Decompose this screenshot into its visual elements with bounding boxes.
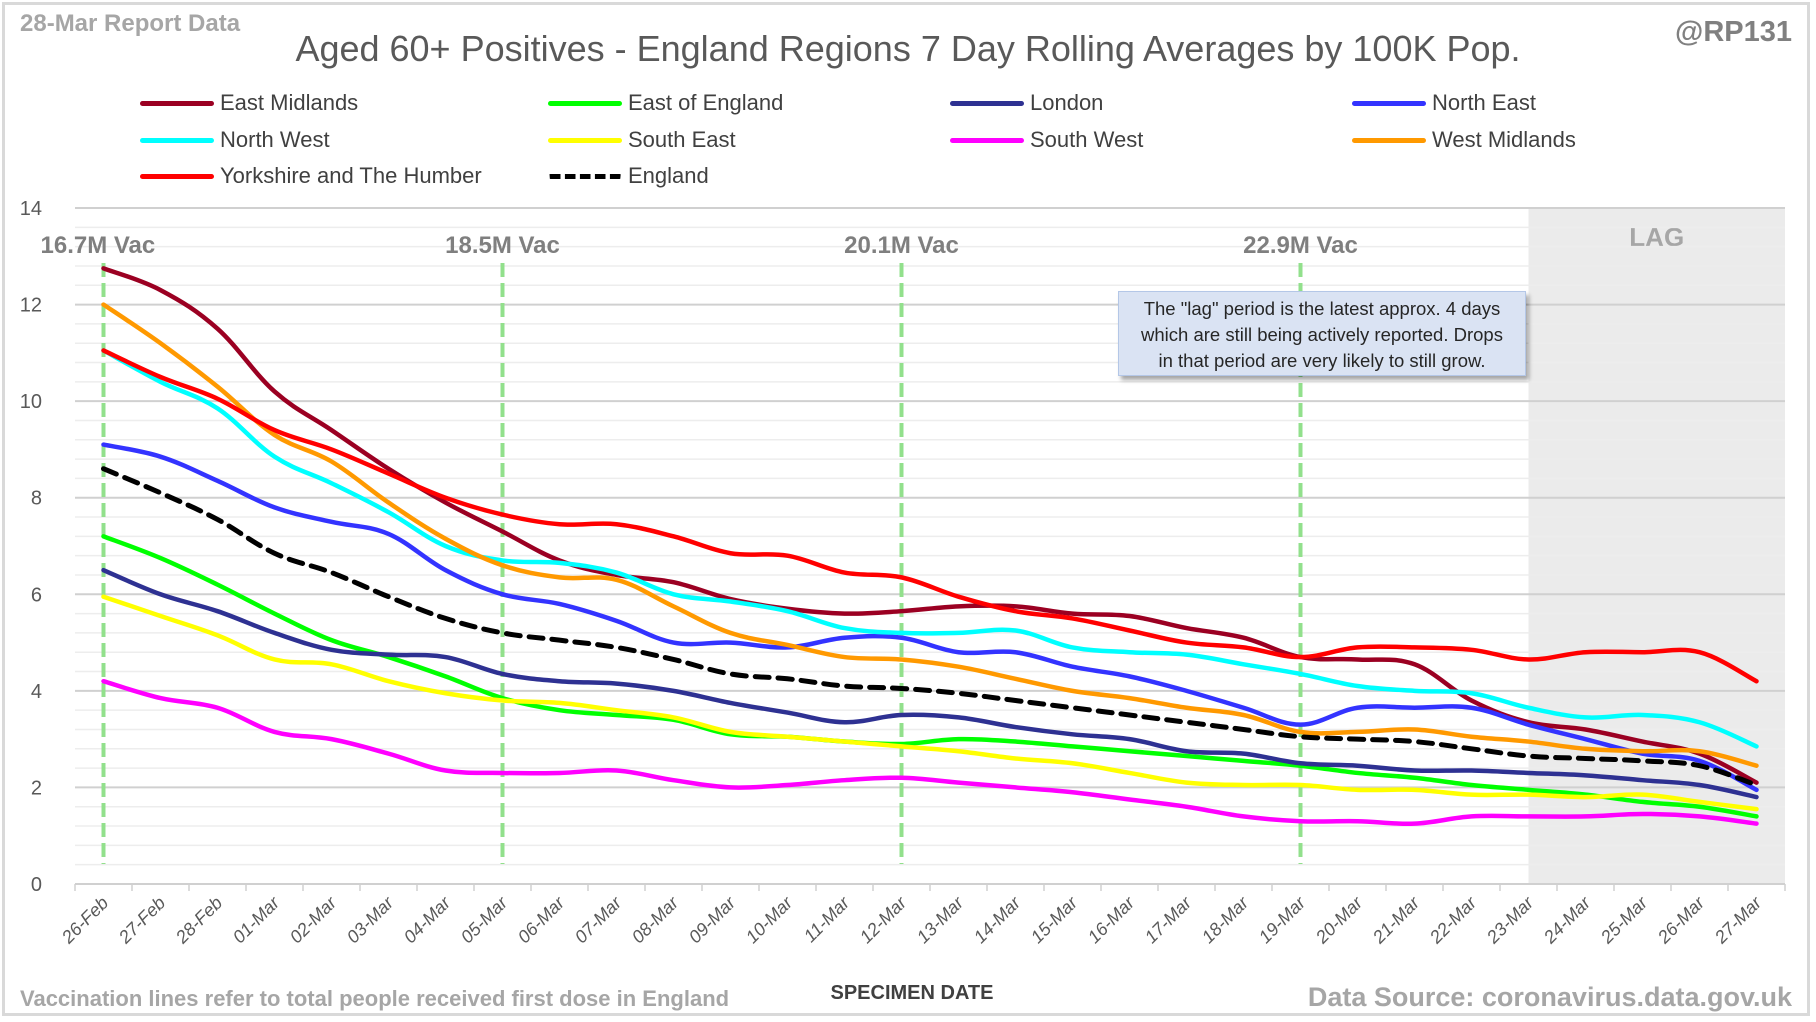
- legend-swatch: [548, 137, 622, 143]
- legend-label: South East: [628, 127, 736, 152]
- x-tick-label: 02-Mar: [286, 892, 341, 947]
- x-tick-label: 26-Mar: [1653, 892, 1709, 948]
- y-tick-label: 6: [31, 584, 42, 606]
- vaccination-label: 18.5M Vac: [445, 232, 560, 259]
- vaccination-label: 16.7M Vac: [41, 232, 156, 259]
- lag-region-layer: LAG: [1528, 208, 1785, 884]
- annotation-line: in that period are very likely to still …: [1158, 350, 1486, 371]
- legend-label: South West: [1030, 127, 1144, 152]
- x-tick-label: 09-Mar: [685, 892, 740, 947]
- x-tick-label: 04-Mar: [400, 892, 455, 947]
- series-line-yorkshire-and-the-humber: [101, 348, 1759, 684]
- legend-item: East Midlands: [140, 90, 358, 116]
- legend-label: London: [1030, 90, 1104, 115]
- legend-label: East Midlands: [220, 90, 359, 115]
- series-line-england: [101, 466, 1759, 788]
- legend-item: North West: [140, 127, 330, 153]
- series-layer: [101, 266, 1759, 827]
- legend-swatch: [548, 173, 622, 179]
- legend-item: South West: [950, 127, 1143, 153]
- legend-swatch: [140, 100, 214, 106]
- legend-label: East of England: [628, 90, 784, 115]
- x-tick-label: 10-Mar: [742, 892, 797, 947]
- legend-item: East of England: [548, 90, 783, 116]
- y-tick-label: 8: [31, 488, 42, 510]
- legend-swatch: [140, 173, 214, 179]
- x-tick-label: 13-Mar: [913, 892, 968, 947]
- vaccination-footnote: Vaccination lines refer to total people …: [20, 986, 730, 1011]
- series-line-east-of-england: [101, 534, 1759, 819]
- legend-item: London: [950, 90, 1103, 116]
- annotation-line: The "lag" period is the latest approx. 4…: [1143, 298, 1501, 319]
- x-tick-label: 19-Mar: [1255, 892, 1310, 947]
- lag-region: [1528, 208, 1785, 884]
- x-tick-label: 06-Mar: [514, 892, 569, 947]
- series-line-east-midlands: [101, 266, 1759, 785]
- legend-label: North West: [220, 127, 330, 152]
- x-tick-label: 17-Mar: [1141, 892, 1196, 947]
- legend-label: West Midlands: [1432, 127, 1576, 152]
- x-tick-label: 07-Mar: [571, 892, 626, 947]
- x-tick-label: 12-Mar: [856, 892, 911, 947]
- x-tick-label: 27-Feb: [114, 893, 169, 948]
- legend-item: South East: [548, 127, 736, 153]
- chart-title: Aged 60+ Positives - England Regions 7 D…: [295, 28, 1521, 69]
- legend: East Midlands East of England London North …: [140, 90, 1640, 200]
- x-tick-label: 14-Mar: [970, 892, 1025, 947]
- legend-swatch: [140, 137, 214, 143]
- author-handle: @RP131: [1675, 16, 1792, 48]
- x-tick-label: 08-Mar: [628, 892, 683, 947]
- data-source: Data Source: coronavirus.data.gov.uk: [1307, 982, 1792, 1012]
- legend-swatch: [950, 100, 1024, 106]
- series-line-london: [101, 567, 1759, 800]
- series-line-north-west: [101, 348, 1759, 749]
- y-tick-label: 14: [20, 198, 42, 220]
- legend-swatch: [1352, 100, 1426, 106]
- annotation-line: which are still being actively reported.…: [1141, 324, 1503, 345]
- report-date-label: 28-Mar Report Data: [20, 10, 241, 37]
- lag-annotation-box: The "lag" period is the latest approx. 4…: [1118, 291, 1526, 376]
- vaccination-label: 20.1M Vac: [844, 232, 959, 259]
- x-tick-label: 22-Mar: [1425, 892, 1481, 948]
- x-tick-label: 20-Mar: [1311, 892, 1367, 948]
- x-tick-label: 21-Mar: [1368, 892, 1424, 948]
- legend-item: North East: [1352, 90, 1536, 116]
- legend-swatch: [950, 137, 1024, 143]
- legend-label: Yorkshire and The Humber: [220, 163, 482, 188]
- x-tick-label: 03-Mar: [343, 892, 398, 947]
- legend-swatch: [548, 100, 622, 106]
- legend-label: England: [628, 163, 709, 188]
- x-tick-label: 05-Mar: [457, 892, 512, 947]
- x-axis-title: SPECIMEN DATE: [830, 982, 994, 1004]
- x-tick-label: 23-Mar: [1482, 892, 1538, 948]
- x-tick-label: 01-Mar: [229, 892, 284, 947]
- y-tick-label: 10: [20, 391, 42, 413]
- legend-swatch: [1352, 137, 1426, 143]
- x-tick-label: 15-Mar: [1027, 892, 1082, 947]
- series-line-south-east: [101, 594, 1759, 812]
- legend-item: Yorkshire and The Humber: [140, 163, 482, 189]
- legend-item: England: [548, 163, 709, 189]
- y-tick-label: 2: [31, 777, 42, 799]
- x-tick-label: 28-Feb: [171, 893, 226, 948]
- series-line-north-east: [101, 442, 1759, 793]
- x-tick-label: 18-Mar: [1198, 892, 1253, 947]
- vaccination-label: 22.9M Vac: [1243, 232, 1358, 259]
- legend-item: West Midlands: [1352, 127, 1576, 153]
- x-tick-label: 27-Mar: [1710, 892, 1766, 948]
- x-tick-label: 11-Mar: [800, 892, 854, 946]
- y-tick-label: 12: [20, 295, 42, 317]
- x-tick-label: 16-Mar: [1084, 892, 1139, 947]
- y-tick-label: 4: [31, 681, 42, 703]
- x-tick-label: 25-Mar: [1596, 892, 1652, 948]
- x-tick-label: 26-Feb: [57, 893, 112, 948]
- series-line-south-west: [101, 678, 1759, 827]
- y-tick-label: 0: [31, 874, 42, 896]
- lag-label: LAG: [1629, 222, 1684, 252]
- x-tick-label: 24-Mar: [1539, 892, 1595, 948]
- legend-label: North East: [1432, 90, 1536, 115]
